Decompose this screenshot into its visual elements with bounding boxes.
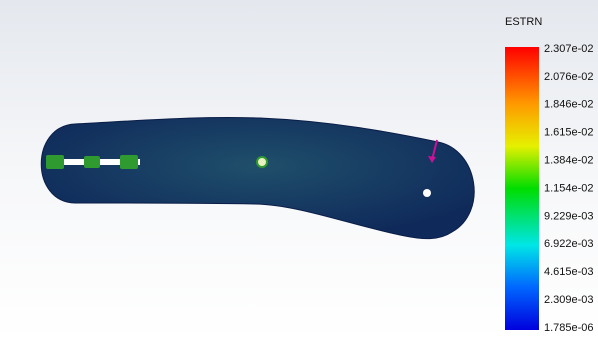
- load-hole: [423, 189, 431, 197]
- legend-label: 9.229e-03: [544, 210, 594, 222]
- fixtures: [46, 155, 138, 169]
- legend-label: 2.076e-02: [544, 71, 594, 83]
- legend-label: 4.615e-03: [544, 266, 594, 278]
- legend-label: 2.307e-02: [544, 43, 594, 55]
- fea-view: ESTRN 2.307e-02 2.076e-02 1.846e-02 1.615e-…: [0, 0, 598, 340]
- legend-label: 6.922e-03: [544, 238, 594, 250]
- legend-label: 1.384e-02: [544, 155, 594, 167]
- legend-label: 1.615e-02: [544, 127, 594, 139]
- legend-label: 1.785e-06: [544, 322, 594, 334]
- legend-label: 1.154e-02: [544, 182, 594, 194]
- pin-hole: [257, 157, 267, 167]
- legend-title: ESTRN: [505, 16, 542, 28]
- legend-label: 1.846e-02: [544, 99, 594, 111]
- color-scale: [505, 47, 539, 330]
- legend-label: 2.309e-03: [544, 294, 594, 306]
